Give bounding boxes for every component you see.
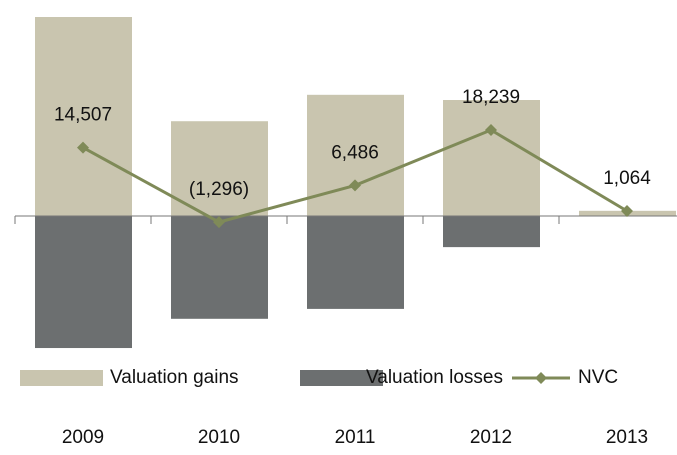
data-label: 6,486 <box>331 142 379 163</box>
x-tick-label: 2013 <box>606 427 648 448</box>
nvc-marker <box>621 204 633 217</box>
nvc-marker <box>77 141 89 154</box>
x-tick-label: 2011 <box>335 427 376 448</box>
data-label: 1,064 <box>603 168 651 189</box>
bar <box>307 216 404 309</box>
legend-marker <box>535 372 547 384</box>
data-label: 18,239 <box>462 87 520 108</box>
bar <box>35 216 132 349</box>
data-label: (1,296) <box>189 179 249 200</box>
nvc-marker <box>485 123 497 136</box>
bar <box>307 94 404 216</box>
legend-swatch <box>300 370 383 386</box>
bar <box>443 99 540 216</box>
legend-label: Valuation losses <box>366 367 503 388</box>
legend-label: Valuation gains <box>110 367 239 388</box>
nvc-marker <box>349 179 361 192</box>
x-tick-label: 2012 <box>470 427 512 448</box>
x-tick-label: 2009 <box>62 427 104 448</box>
legend-swatch <box>20 370 103 386</box>
x-tick-label: 2010 <box>198 427 240 448</box>
bar <box>171 121 268 216</box>
bar <box>35 17 132 216</box>
bar <box>171 216 268 319</box>
legend-label: NVC <box>578 367 618 388</box>
data-label: 14,507 <box>54 105 112 126</box>
nvc-marker <box>213 216 225 229</box>
bar <box>443 216 540 248</box>
